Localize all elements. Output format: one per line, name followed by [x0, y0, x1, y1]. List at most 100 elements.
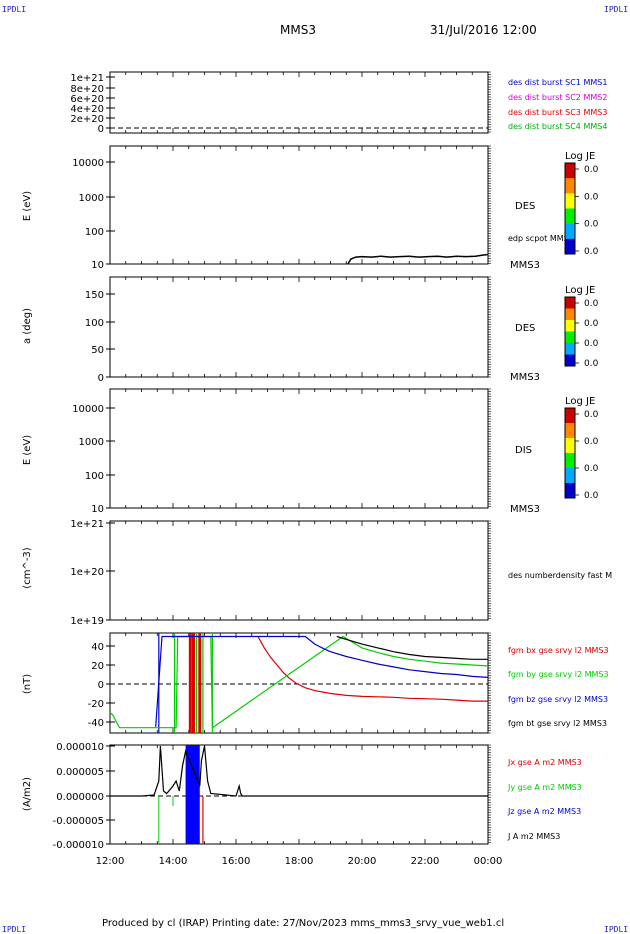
- colorbar-tick-label: 0.0: [584, 491, 599, 501]
- y-tick-label: 4e+20: [70, 104, 104, 115]
- y-tick-label: 1000: [79, 193, 104, 204]
- field-series-line: [257, 636, 488, 702]
- y-tick-label: 1e+21: [70, 73, 104, 84]
- colorbar-title: Log JE: [565, 285, 595, 296]
- panel-frame: [109, 71, 489, 134]
- panel-spacecraft-label: MMS3: [510, 260, 540, 271]
- y-tick-label: 0: [98, 373, 104, 384]
- y-tick-label: 10: [91, 260, 104, 271]
- corner-stamp-top-left: IPDLI: [2, 5, 27, 14]
- legend-entry: Jz gse A m2 MMS3: [507, 807, 581, 816]
- colorbar-segment: [565, 193, 575, 209]
- corner-stamp-top-right: IPDLI: [604, 5, 629, 14]
- y-tick-label: 100: [85, 471, 104, 482]
- colorbar-segment: [565, 320, 575, 332]
- field-series-line: [155, 635, 489, 727]
- series-label: des numberdensity fast M: [508, 571, 612, 580]
- colorbar-tick-label: 0.0: [584, 319, 599, 329]
- colorbar-segment: [565, 163, 575, 179]
- colorbar-tick-label: 0.0: [584, 339, 599, 349]
- colorbar-segment: [565, 408, 575, 424]
- colorbar-segment: [565, 331, 575, 344]
- colorbar-tick-label: 0.0: [584, 220, 599, 230]
- legend-entry: Jy gse A m2 MMS3: [507, 783, 582, 792]
- colorbar-segment: [565, 343, 575, 355]
- colorbar-tick-label: 0.0: [584, 299, 599, 309]
- colorbar-segment: [565, 423, 575, 439]
- legend-entry: fgm by gse srvy l2 MMS3: [508, 670, 609, 679]
- y-tick-label: 20: [91, 661, 104, 672]
- y-tick-label: -0.000010: [53, 840, 104, 851]
- colorbar-segment: [565, 208, 575, 225]
- y-tick-label: 0.000000: [56, 792, 104, 803]
- y-tick-label: 8e+20: [70, 84, 104, 95]
- y-tick-label: 40: [91, 642, 104, 653]
- colorbar-segment: [565, 223, 575, 240]
- colorbar-tick-label: 0.0: [584, 165, 599, 175]
- current-dense-band: [185, 745, 200, 844]
- x-tick-label: 22:00: [411, 856, 440, 867]
- y-tick-label: 0: [98, 124, 104, 135]
- current-series-line: [110, 745, 488, 797]
- y-tick-label: 150: [85, 290, 104, 301]
- panel-instrument-label: DIS: [515, 445, 532, 456]
- y-tick-label: 0.000010: [56, 742, 104, 753]
- colorbar-title: Log JE: [565, 396, 595, 407]
- y-tick-label: 1e+19: [70, 616, 104, 627]
- y-tick-label: 100: [85, 227, 104, 238]
- colorbar-segment: [565, 468, 575, 484]
- scpot-series-line: [347, 253, 489, 265]
- colorbar-tick-label: 0.0: [584, 359, 599, 369]
- legend-entry: fgm bt gse srvy l2 MMS3: [508, 719, 607, 728]
- overlay-series-label: edp scpot MMS3: [508, 234, 574, 243]
- colorbar-segment: [565, 438, 575, 454]
- panel-instrument-label: DES: [515, 201, 535, 212]
- y-tick-label: 1e+20: [70, 567, 104, 578]
- legend-entry: des dist burst SC4 MMS4: [508, 122, 607, 131]
- panel-frame: [109, 632, 489, 734]
- colorbar-segment: [565, 297, 575, 309]
- footer-credit: Produced by cl (IRAP) Printing date: 27/…: [102, 918, 505, 929]
- colorbar-frame: [564, 407, 576, 499]
- legend-entry: des dist burst SC2 MMS2: [508, 93, 607, 102]
- legend-entry: fgm bz gse srvy l2 MMS3: [508, 695, 608, 704]
- field-series-line: [336, 635, 488, 660]
- panel-frame: [109, 744, 489, 845]
- y-axis-label: E (eV): [22, 435, 33, 465]
- panel-spacecraft-label: MMS3: [510, 504, 540, 515]
- y-tick-label: 10000: [72, 158, 104, 169]
- panel-frame: [109, 276, 489, 378]
- colorbar-tick-label: 0.0: [584, 192, 599, 202]
- colorbar-frame: [564, 296, 576, 367]
- colorbar-segment: [565, 453, 575, 469]
- y-axis-label: E (eV): [22, 191, 33, 221]
- colorbar: [564, 162, 576, 255]
- y-tick-label: 10000: [72, 404, 104, 415]
- y-axis-label: (cm^-3): [22, 547, 33, 588]
- spacecraft-title: MMS3: [280, 23, 316, 37]
- colorbar-segment: [565, 354, 575, 367]
- colorbar: [564, 296, 576, 367]
- y-axis-label: (A/m2): [22, 777, 33, 811]
- x-tick-label: 00:00: [474, 856, 503, 867]
- y-tick-label: -0.000005: [53, 816, 104, 827]
- legend-entry: des dist burst SC1 MMS1: [508, 78, 607, 87]
- y-tick-label: 6e+20: [70, 94, 104, 105]
- legend-entry: fgm bx gse srvy l2 MMS3: [508, 646, 609, 655]
- y-axis-label: (nT): [22, 674, 33, 694]
- panel-frame: [109, 388, 489, 509]
- x-tick-label: 12:00: [96, 856, 125, 867]
- x-tick-label: 20:00: [348, 856, 377, 867]
- y-tick-label: 100: [85, 318, 104, 329]
- corner-stamp-bottom-left: IPDLI: [2, 925, 27, 934]
- x-tick-label: 14:00: [159, 856, 188, 867]
- colorbar-title: Log JE: [565, 151, 595, 162]
- colorbar-segment: [565, 483, 575, 499]
- panel-spacecraft-label: MMS3: [510, 372, 540, 383]
- colorbar-tick-label: 0.0: [584, 437, 599, 447]
- panel-frame: [109, 520, 489, 621]
- y-tick-label: 0: [98, 680, 104, 691]
- legend-entry: J A m2 MMS3: [507, 832, 560, 841]
- y-tick-label: -40: [88, 718, 104, 729]
